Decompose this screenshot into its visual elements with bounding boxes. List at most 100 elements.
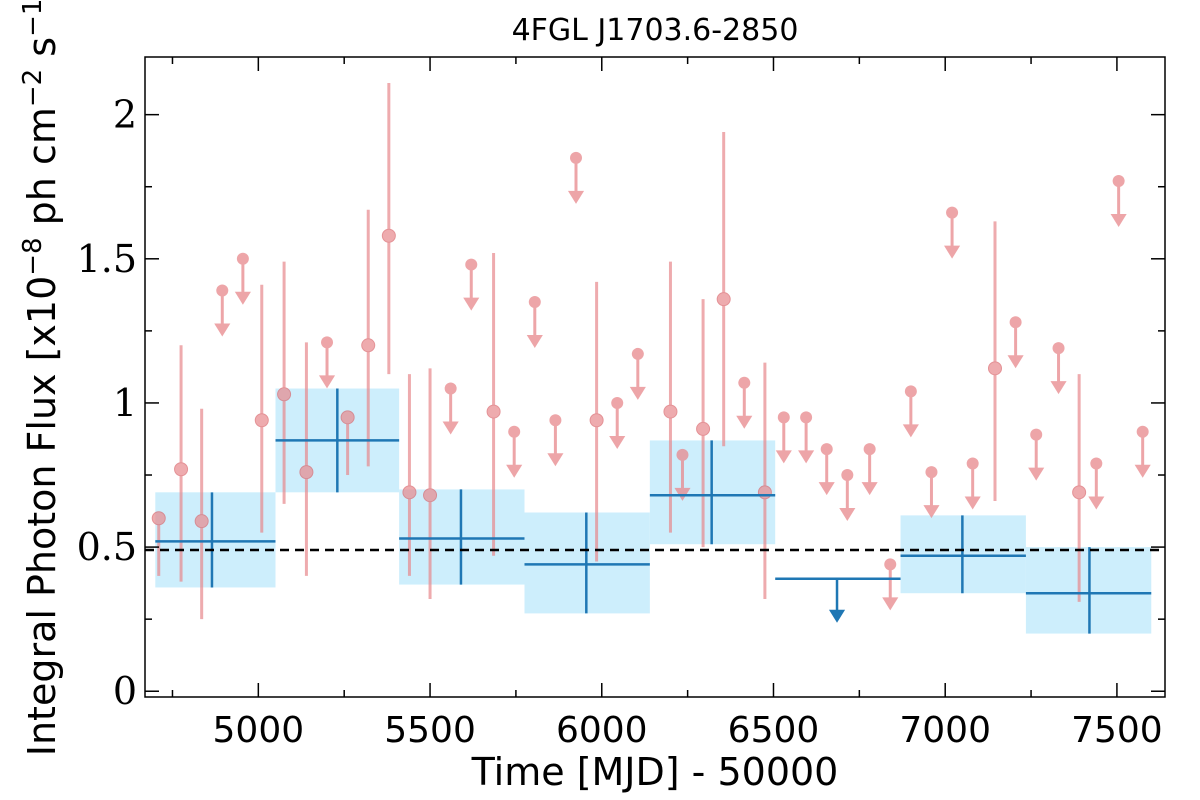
fine-upper-limit-arrow-10-head (629, 386, 646, 400)
x-tick-label-6500: 6500 (728, 710, 820, 751)
fine-upper-limit-arrow-25-head (1050, 381, 1067, 395)
fine-upper-limit-2 (318, 336, 336, 389)
y-tick-label-1: 0.5 (77, 525, 137, 569)
fine-upper-limit-arrow-15-head (818, 482, 835, 496)
fine-upper-limit-7 (547, 414, 564, 467)
fine-upper-limit-arrow-8-head (567, 190, 585, 204)
fine-detection-marker-18 (1072, 485, 1087, 500)
fine-upper-limit-26 (1088, 457, 1105, 510)
fine-detection-18 (1072, 374, 1087, 602)
axis-ticks: 5000 5500 6000 6500 7000 7500 0 0.5 1 1.5 2 (77, 57, 1165, 751)
fine-detection-marker-0 (151, 511, 166, 526)
fine-upper-limit-28 (1134, 425, 1151, 478)
fine-detection-14 (696, 299, 711, 548)
fine-detection-6 (340, 410, 355, 476)
fine-upper-limit-arrow-28-head (1134, 464, 1151, 478)
fine-upper-limit-arrow-23-head (1007, 355, 1024, 369)
fine-detection-2 (194, 408, 209, 620)
fine-detection-7 (361, 209, 376, 467)
fine-upper-limit-arrow-26-head (1088, 496, 1105, 510)
fine-detection-marker-9 (402, 485, 417, 500)
fine-upper-limit-arrow-21-head (944, 245, 961, 259)
fine-upper-limit-22 (964, 457, 981, 510)
y-tick-label-4: 2 (113, 93, 137, 137)
x-tick-label-5000: 5000 (213, 710, 305, 751)
fine-upper-limit-3 (442, 382, 459, 435)
fine-upper-limit-17 (861, 443, 878, 496)
fine-upper-limit-14 (798, 411, 815, 464)
coarse-bin-1 (275, 388, 400, 493)
fine-upper-limit-10 (629, 347, 646, 400)
fine-upper-limit-23 (1007, 316, 1024, 369)
fine-upper-limit-16 (839, 469, 856, 522)
fine-detection-17 (988, 221, 1002, 501)
coarse-bin-6 (900, 515, 1026, 594)
fine-upper-limit-arrow-20-head (923, 505, 940, 519)
fine-upper-limit-arrow-1-head (234, 291, 251, 305)
fine-detection-4 (277, 261, 292, 504)
fine-upper-limit-0 (214, 284, 231, 337)
coarse-bin-7 (1025, 547, 1152, 634)
coarse-bin-4 (649, 440, 776, 545)
fine-detection-11 (486, 253, 501, 556)
y-axis-label-mid2: s (20, 37, 64, 69)
fine-upper-limit-arrow-22-head (964, 496, 981, 510)
coarse-bin-5 (775, 577, 901, 623)
fine-upper-limit-4 (463, 258, 480, 311)
y-axis-label-exp1: −8 (18, 237, 48, 275)
fine-upper-limit-21 (944, 206, 961, 259)
fine-upper-limit-arrow-12-head (736, 415, 753, 429)
x-tick-label-7500: 7500 (1071, 710, 1163, 751)
y-tick-label-0: 0 (113, 669, 137, 713)
coarse-bin-upper-limit-arrow-5-head (828, 609, 846, 623)
fine-upper-limit-arrow-24-head (1028, 467, 1045, 481)
y-axis-label-exp2: −2 (18, 69, 48, 107)
fine-upper-limit-20 (923, 466, 940, 519)
fine-upper-limit-6 (526, 296, 543, 349)
x-tick-label-6000: 6000 (556, 710, 648, 751)
fine-detection-15 (716, 131, 731, 447)
coarse-bin-2 (399, 489, 525, 585)
fine-upper-limit-arrow-16-head (839, 508, 856, 522)
coarse-bin-bands (155, 388, 1152, 634)
fine-detection-marker-16 (757, 485, 772, 500)
fine-upper-limit-9 (609, 396, 626, 449)
fine-detection-marker-8 (381, 228, 396, 243)
fine-upper-limit-8 (567, 151, 585, 204)
fine-detection-marker-2 (194, 514, 209, 529)
y-axis-label-exp3: −1 (18, 0, 48, 37)
y-axis-label-main: Integral Photon Flux [x10 (20, 276, 64, 757)
fine-upper-limit-arrow-13-head (775, 450, 792, 464)
coarse-bin-3 (524, 512, 650, 614)
coarse-bin-0 (155, 492, 276, 588)
y-axis-label: Integral Photon Flux [x10−8 ph cm−2 s−1] (18, 0, 64, 756)
fine-upper-limit-arrow-7-head (547, 453, 564, 467)
fine-upper-limit-13 (775, 411, 792, 464)
fine-detection-10 (423, 368, 438, 599)
fine-upper-limit-arrow-0-head (214, 323, 231, 337)
fine-upper-limit-arrow-6-head (526, 335, 543, 349)
fine-upper-limit-19 (902, 385, 919, 438)
y-axis-label-mid: ph cm (20, 107, 64, 237)
fine-upper-limit-arrow-3-head (442, 421, 459, 435)
fine-detection-marker-15 (716, 292, 731, 307)
fine-detection-marker-7 (361, 338, 376, 353)
fine-upper-limit-arrow-14-head (798, 450, 815, 464)
fine-detection-3 (254, 284, 269, 533)
fine-detection-marker-12 (589, 413, 604, 428)
fine-upper-limit-25 (1050, 342, 1067, 395)
fine-detection-marker-14 (696, 421, 711, 436)
fine-upper-limit-12 (736, 376, 753, 429)
plot-frame (144, 56, 1166, 698)
fine-detection-marker-6 (340, 410, 355, 425)
fine-detection-5 (299, 342, 314, 576)
x-tick-label-7000: 7000 (899, 710, 991, 751)
fine-upper-limit-arrow-27-head (1110, 213, 1127, 227)
chart-title: 4FGL J1703.6-2850 (512, 13, 799, 48)
fine-detection-marker-5 (299, 465, 314, 480)
fine-upper-limit-arrow-5-head (506, 464, 523, 478)
fine-detection-marker-17 (988, 361, 1002, 376)
fine-detection-8 (381, 82, 396, 375)
x-axis-label: Time [MJD] - 50000 (471, 750, 839, 794)
